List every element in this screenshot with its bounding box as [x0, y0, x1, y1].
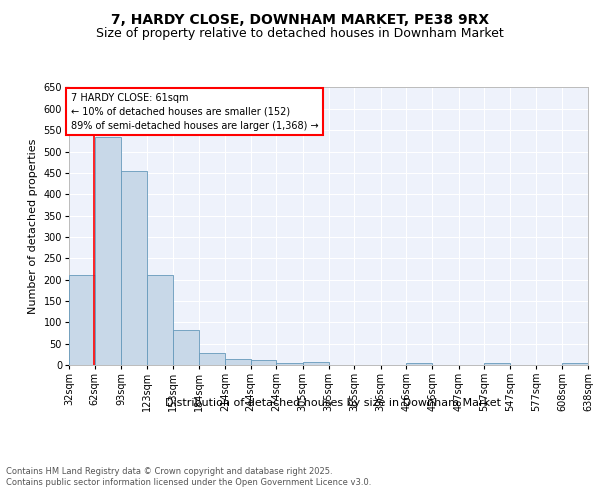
Bar: [69, 276, 95, 365]
Text: 7, HARDY CLOSE, DOWNHAM MARKET, PE38 9RX: 7, HARDY CLOSE, DOWNHAM MARKET, PE38 9RX: [111, 12, 489, 26]
Bar: [251, 360, 276, 365]
Bar: [147, 276, 173, 365]
Text: Distribution of detached houses by size in Downham Market: Distribution of detached houses by size …: [165, 398, 501, 407]
Bar: [121, 171, 147, 365]
Bar: [303, 362, 329, 365]
Bar: [199, 354, 225, 365]
Bar: [276, 363, 303, 365]
Bar: [225, 358, 251, 365]
Text: Size of property relative to detached houses in Downham Market: Size of property relative to detached ho…: [96, 28, 504, 40]
Y-axis label: Number of detached properties: Number of detached properties: [28, 138, 38, 314]
Bar: [173, 330, 199, 365]
Bar: [95, 136, 121, 365]
Bar: [562, 363, 588, 365]
Text: Contains HM Land Registry data © Crown copyright and database right 2025.
Contai: Contains HM Land Registry data © Crown c…: [6, 468, 371, 487]
Text: 7 HARDY CLOSE: 61sqm
← 10% of detached houses are smaller (152)
89% of semi-deta: 7 HARDY CLOSE: 61sqm ← 10% of detached h…: [71, 92, 319, 130]
Bar: [406, 363, 432, 365]
Bar: [484, 363, 510, 365]
